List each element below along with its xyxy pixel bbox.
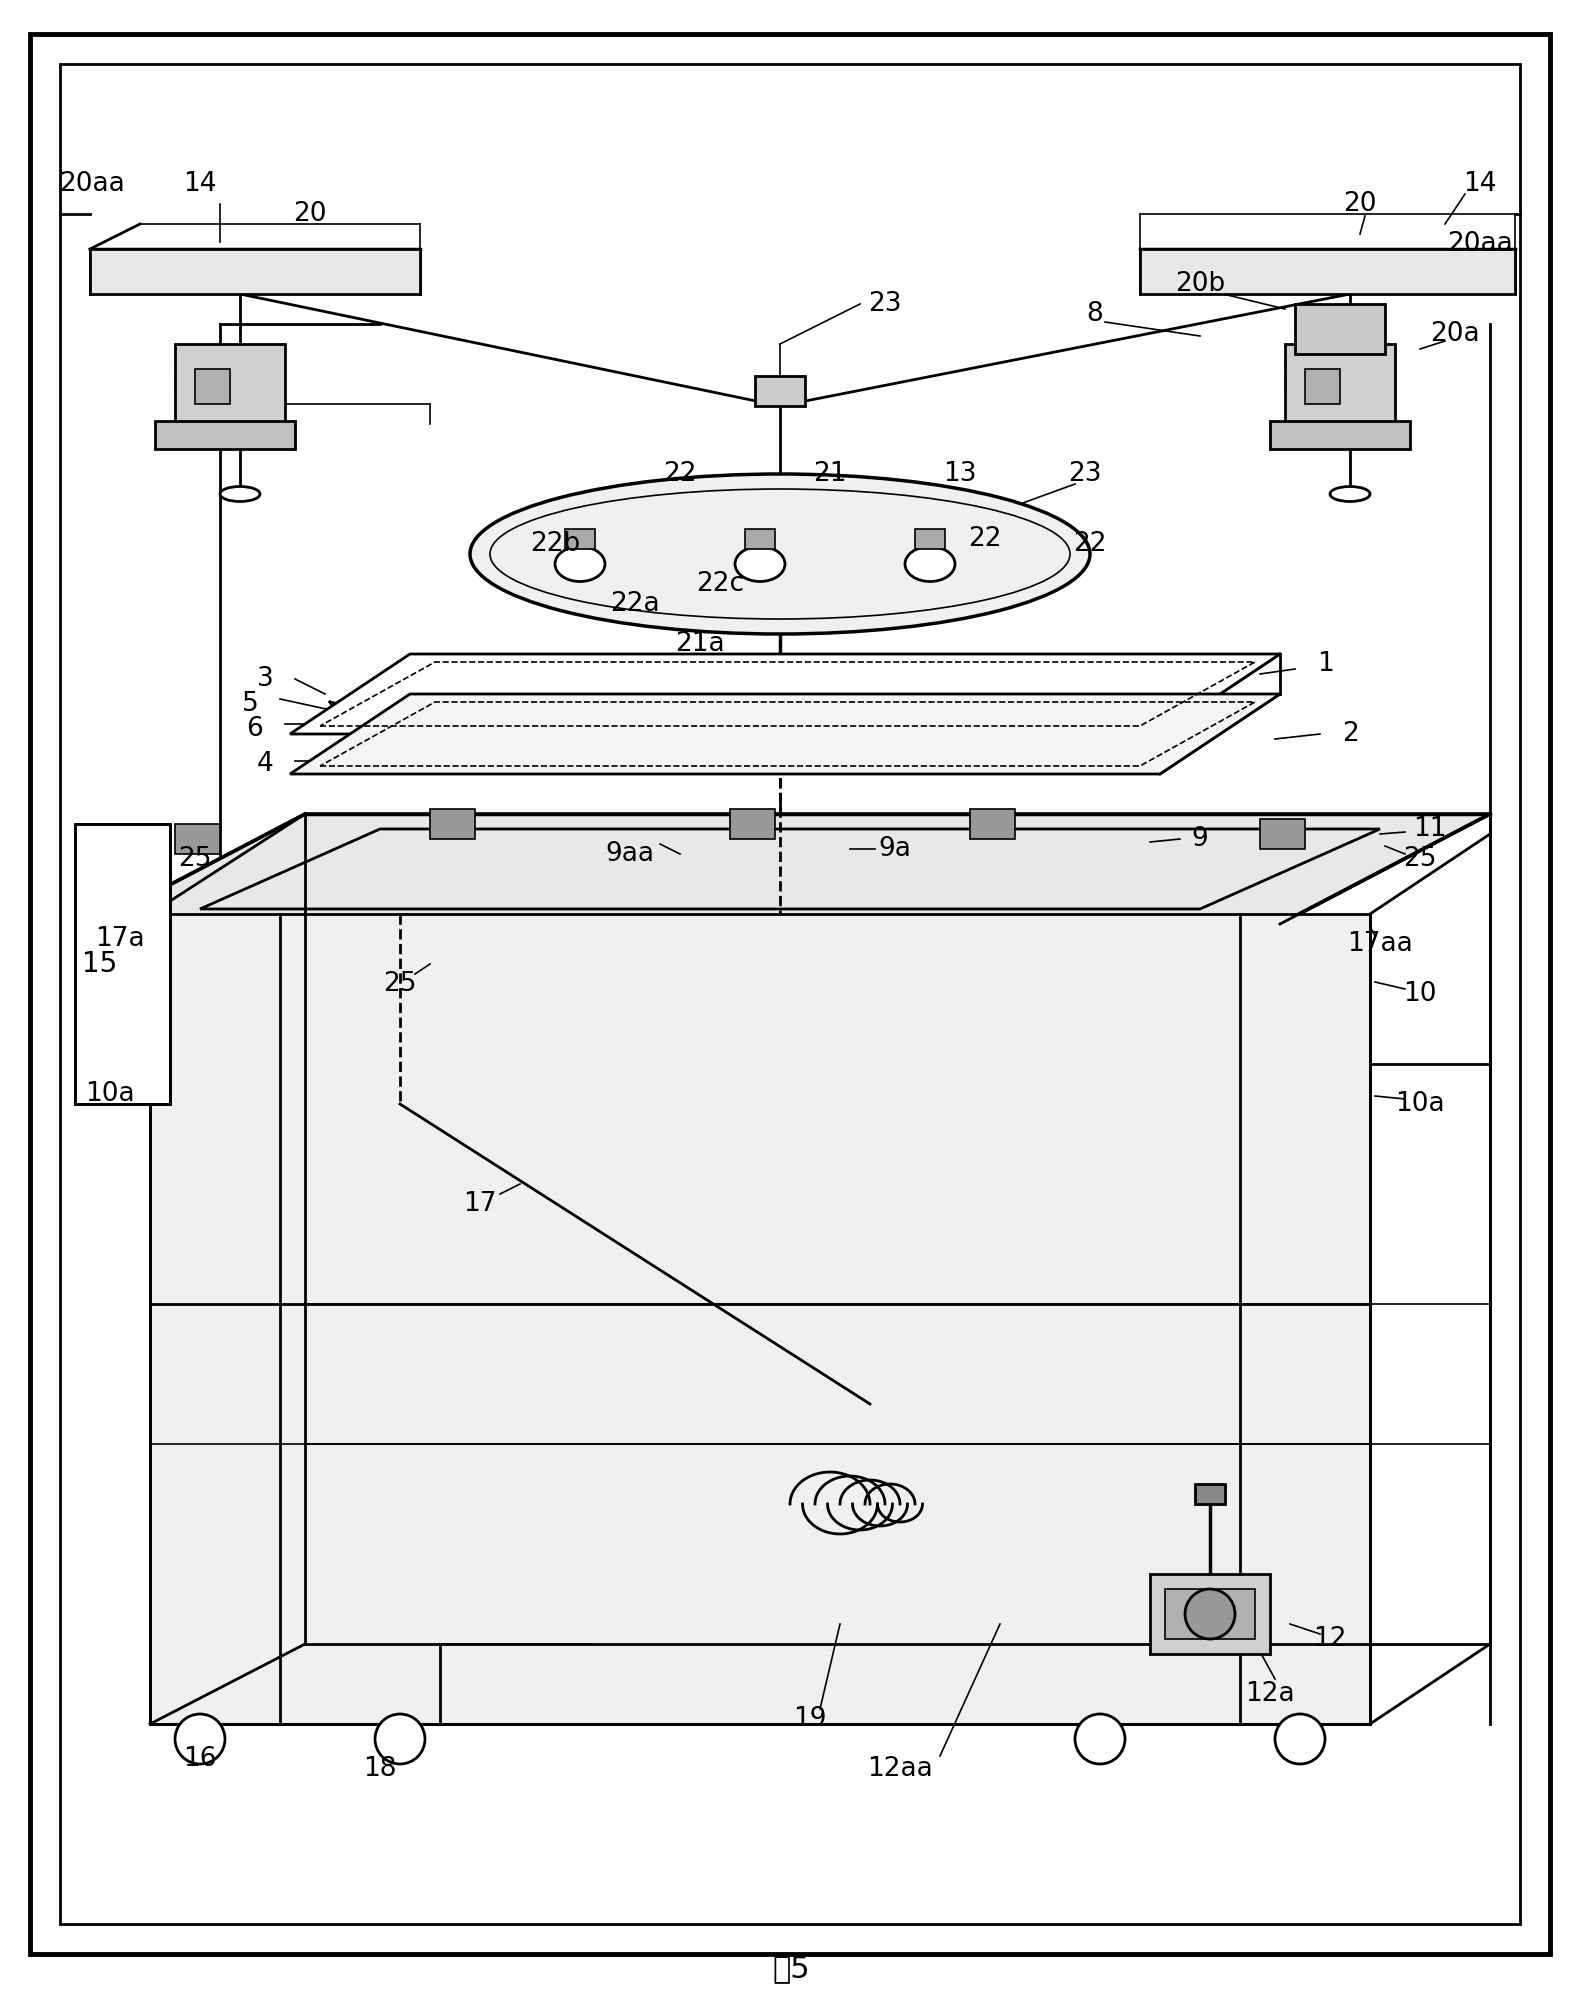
Circle shape [176,1713,225,1764]
Bar [195,369,229,405]
Ellipse shape [220,487,259,501]
Bar [155,421,294,449]
Ellipse shape [905,547,956,581]
Text: 10: 10 [1403,982,1436,1006]
Text: 21a: 21a [676,631,725,657]
Circle shape [1275,1713,1326,1764]
Text: 22a: 22a [611,591,660,617]
Bar [176,345,285,425]
Text: 11: 11 [1413,816,1448,842]
Text: 17a: 17a [95,926,146,952]
Text: 20aa: 20aa [1448,230,1512,257]
Text: 23: 23 [1068,461,1101,487]
Bar [565,529,595,549]
Text: 22c: 22c [696,571,744,597]
Ellipse shape [470,475,1090,633]
Text: 25: 25 [383,972,416,998]
Text: 10a: 10a [85,1080,134,1106]
Text: 16: 16 [184,1745,217,1772]
Text: 20: 20 [293,200,327,226]
Text: 22b: 22b [530,531,581,557]
Polygon shape [290,693,1280,774]
Bar [1285,345,1395,425]
Text: 17: 17 [464,1190,497,1216]
Text: 14: 14 [184,170,217,196]
Text: 13: 13 [943,461,976,487]
Text: 12aa: 12aa [867,1756,933,1782]
Bar [914,529,944,549]
Text: 图5: 图5 [772,1954,810,1984]
Polygon shape [290,653,1280,733]
Bar [90,248,419,295]
Ellipse shape [736,547,785,581]
Bar [1305,369,1340,405]
Text: 10a: 10a [1395,1090,1444,1116]
Bar [1259,820,1305,850]
Circle shape [1076,1713,1125,1764]
Text: 20: 20 [1343,190,1376,216]
Text: 22: 22 [968,525,1001,551]
Text: 5: 5 [242,691,258,717]
Bar [745,529,775,549]
Polygon shape [95,814,1490,924]
Bar [150,914,1370,1723]
Text: 20aa: 20aa [59,170,125,196]
Text: 21: 21 [813,461,846,487]
Bar [1270,421,1410,449]
Text: 1: 1 [1316,651,1334,677]
Text: 19: 19 [793,1705,827,1731]
Ellipse shape [1330,487,1370,501]
Bar [1150,1573,1270,1653]
Ellipse shape [555,547,604,581]
Text: 25: 25 [1403,846,1436,872]
Bar [970,810,1016,840]
Bar [1194,1485,1224,1503]
Text: 9: 9 [1191,826,1209,852]
Text: 15: 15 [82,950,117,978]
Text: 17aa: 17aa [1348,932,1413,958]
Text: 14: 14 [1463,170,1497,196]
Text: 6: 6 [247,715,263,741]
Text: 22: 22 [663,461,696,487]
Bar [1164,1589,1255,1639]
Circle shape [375,1713,426,1764]
Bar [74,824,169,1104]
Bar [74,824,169,1104]
Text: 12a: 12a [1245,1681,1294,1707]
Text: 18: 18 [364,1756,397,1782]
Text: 12: 12 [1313,1625,1346,1651]
Bar [176,824,220,854]
Text: 4: 4 [256,752,274,778]
Text: 3: 3 [256,665,274,691]
Text: 2: 2 [1342,721,1359,747]
Circle shape [1185,1589,1236,1639]
Text: 20a: 20a [1430,321,1479,347]
Text: 8: 8 [1087,301,1103,327]
Text: 22: 22 [1073,531,1107,557]
Text: 23: 23 [869,291,902,317]
Text: 25: 25 [179,846,212,872]
Bar [1141,248,1516,295]
Text: 20b: 20b [1175,271,1224,297]
Bar [430,810,475,840]
Bar [755,377,805,407]
Text: 9aa: 9aa [606,842,655,868]
Bar [729,810,775,840]
Text: 9a: 9a [878,836,911,862]
Bar [1296,305,1384,355]
